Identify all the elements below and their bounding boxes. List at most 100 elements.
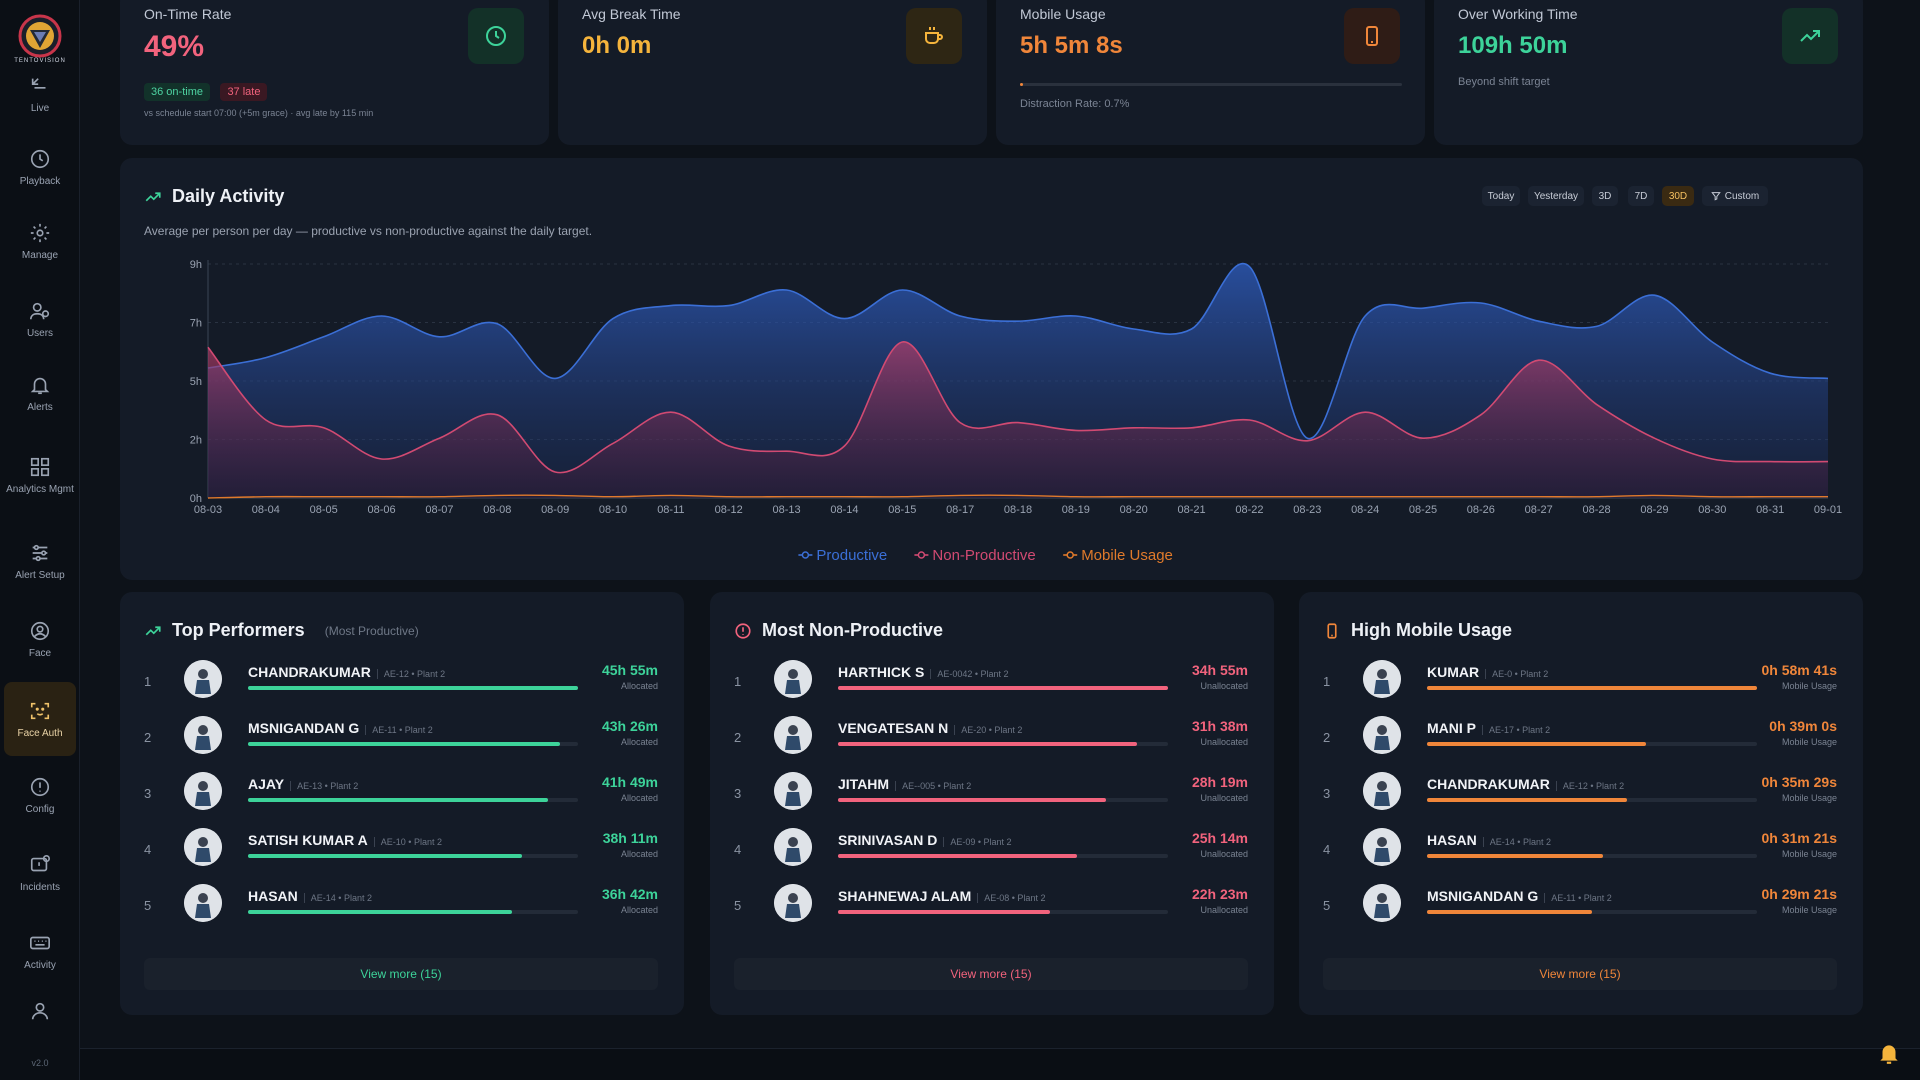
person-name-text: MSNIGANDAN G [1427, 888, 1539, 904]
y-tick-label: 0h [190, 493, 202, 505]
x-tick-label: 08-06 [368, 504, 396, 516]
list-item[interactable]: 3 CHANDRAKUMAR AE-12 • Plant 2 0h 35m 29s Mo… [1323, 770, 1837, 822]
avatar [774, 772, 812, 810]
person-name-text: SHAHNEWAJ ALAM [838, 888, 972, 904]
person-name: SRINIVASAN D AE-09 • Plant 2 [838, 832, 1012, 848]
list-item[interactable]: 1 HARTHICK S AE-0042 • Plant 2 34h 55m Unall… [734, 658, 1248, 710]
range-7d[interactable]: 7D [1628, 186, 1654, 206]
coffee-icon [925, 27, 943, 44]
progress-track [838, 910, 1168, 914]
list-item[interactable]: 5 HASAN AE-14 • Plant 2 36h 42m Allocated [144, 882, 658, 934]
person-name-text: SRINIVASAN D [838, 832, 938, 848]
person-name: HASAN AE-14 • Plant 2 [1427, 832, 1551, 848]
list-item[interactable]: 5 SHAHNEWAJ ALAM AE-08 • Plant 2 22h 23m Una… [734, 882, 1248, 934]
sidebar-item-live[interactable]: Live [4, 72, 76, 116]
time-value: 0h 58m 41s [1761, 662, 1838, 678]
view-more-button[interactable]: View more (15) [144, 958, 658, 990]
legend-marker-dot [801, 551, 810, 559]
face-scan-icon [30, 702, 50, 719]
kpi-card-mobile: Mobile Usage 5h 5m 8s Distraction Rate: … [996, 0, 1425, 145]
ontime-pill: 36 on-time [144, 83, 210, 101]
kpi-pills: 36 on-time 37 late [144, 82, 273, 101]
range-today[interactable]: Today [1482, 186, 1520, 206]
app-version: v2.0 [31, 1058, 49, 1068]
list-item[interactable]: 1 CHANDRAKUMAR AE-12 • Plant 2 45h 55m Alloc… [144, 658, 658, 710]
distraction-progress-fill [1020, 83, 1023, 86]
list-item[interactable]: 4 SRINIVASAN D AE-09 • Plant 2 25h 14m Unall… [734, 826, 1248, 878]
rank-number: 5 [144, 898, 152, 913]
time-value-label: Allocated [620, 905, 658, 915]
progress-track [248, 910, 578, 914]
person-meta: AE-20 • Plant 2 [954, 725, 1023, 735]
person-name: CHANDRAKUMAR AE-12 • Plant 2 [1427, 776, 1625, 792]
list-item[interactable]: 4 HASAN AE-14 • Plant 2 0h 31m 21s Mobile Us… [1323, 826, 1837, 878]
time-value: 0h 35m 29s [1761, 774, 1838, 790]
range-yesterday[interactable]: Yesterday [1528, 186, 1584, 206]
section-subtitle: (Most Productive) [324, 623, 419, 638]
rank-number: 2 [734, 730, 742, 745]
time-value-label: Mobile Usage [1781, 905, 1837, 915]
x-tick-label: 08-14 [830, 504, 858, 516]
person-name: MANI P AE-17 • Plant 2 [1427, 720, 1551, 736]
person-name: MSNIGANDAN G AE-11 • Plant 2 [1427, 888, 1612, 904]
person-name-text: VENGATESAN N [838, 720, 949, 736]
person-meta: AE-14 • Plant 2 [1482, 837, 1551, 847]
x-tick-label: 08-23 [1293, 504, 1321, 516]
section-subtitle: Average per person per day — productive … [144, 224, 593, 238]
range-30d[interactable]: 30D [1662, 186, 1694, 206]
profile-icon [31, 1002, 49, 1020]
sidebar-item-face-auth[interactable]: Face Auth [4, 682, 76, 756]
smartphone-icon [1327, 622, 1337, 639]
list-item[interactable]: 5 MSNIGANDAN G AE-11 • Plant 2 0h 29m 21s Mo… [1323, 882, 1837, 934]
sidebar-item-alert-setup[interactable]: Alert Setup [4, 528, 76, 594]
time-value-label: Unallocated [1200, 905, 1248, 915]
person-name-text: AJAY [248, 776, 285, 792]
list-item[interactable]: 2 VENGATESAN N AE-20 • Plant 2 31h 38m Unall… [734, 714, 1248, 766]
list-item[interactable]: 3 AJAY AE-13 • Plant 2 41h 49m Allocated [144, 770, 658, 822]
sidebar-item-incidents[interactable]: Incidents [4, 840, 76, 906]
view-more-button[interactable]: View more (15) [734, 958, 1248, 990]
sidebar-item-profile[interactable] [4, 986, 76, 1036]
view-more-button[interactable]: View more (15) [1323, 958, 1837, 990]
notification-bell-icon[interactable] [1876, 1040, 1902, 1066]
list-item[interactable]: 3 JITAHM AE--005 • Plant 2 28h 19m Unallocat… [734, 770, 1248, 822]
sidebar-item-analytics-mgmt[interactable]: Analytics Mgmt [4, 442, 76, 508]
main-content: On-Time Rate 49% 36 on-time 37 late vs s… [80, 0, 1920, 1080]
list-item[interactable]: 4 SATISH KUMAR A AE-10 • Plant 2 38h 11m All… [144, 826, 658, 878]
avatar [774, 884, 812, 922]
sidebar-item-users[interactable]: Users [4, 286, 76, 352]
gear-icon [30, 223, 50, 242]
list-item[interactable]: 1 KUMAR AE-0 • Plant 2 0h 58m 41s Mobile Usa… [1323, 658, 1837, 710]
sidebar-item-label: Alert Setup [15, 569, 65, 581]
top-performers-card: Top Performers (Most Productive) 1 CHANDR… [120, 592, 684, 1015]
person-meta: AE-0042 • Plant 2 [930, 669, 1009, 679]
person-name-text: HARTHICK S [838, 664, 925, 680]
sidebar-item-label: Playback [19, 175, 61, 187]
progress-track [838, 798, 1168, 802]
tentovision-logo[interactable] [12, 12, 68, 68]
time-value: 0h 31m 21s [1761, 830, 1838, 846]
kpi-note: Beyond shift target [1458, 76, 1550, 88]
sidebar: TENTOVISION Live Playback Manage Users A… [0, 0, 80, 1080]
kpi-card-overtime: Over Working Time 109h 50m Beyond shift … [1434, 0, 1863, 145]
daily-activity-card: Daily Activity Average per person per da… [120, 158, 1863, 580]
person-name: MSNIGANDAN G AE-11 • Plant 2 [248, 720, 433, 736]
x-tick-label: 08-07 [425, 504, 453, 516]
list-item[interactable]: 2 MSNIGANDAN G AE-11 • Plant 2 43h 26m Alloc… [144, 714, 658, 766]
person-name-text: CHANDRAKUMAR [248, 664, 371, 680]
range-3d[interactable]: 3D [1592, 186, 1618, 206]
y-tick-label: 2h [190, 435, 202, 447]
sidebar-item-manage[interactable]: Manage [4, 208, 76, 274]
x-tick-label: 08-08 [483, 504, 511, 516]
sidebar-item-playback[interactable]: Playback [4, 134, 76, 200]
sidebar-item-alerts[interactable]: Alerts [4, 360, 76, 426]
time-value: 43h 26m [601, 718, 658, 734]
range-custom-button[interactable]: Custom [1702, 186, 1768, 206]
avatar [774, 660, 812, 698]
list-item[interactable]: 2 MANI P AE-17 • Plant 2 0h 39m 0s Mobile Us… [1323, 714, 1837, 766]
sidebar-item-activity[interactable]: Activity [4, 918, 76, 984]
person-meta: AE-12 • Plant 2 [376, 669, 446, 679]
sidebar-item-config[interactable]: Config [4, 762, 76, 828]
person-name: CHANDRAKUMAR AE-12 • Plant 2 [248, 664, 446, 680]
sidebar-item-face[interactable]: Face [4, 606, 76, 672]
